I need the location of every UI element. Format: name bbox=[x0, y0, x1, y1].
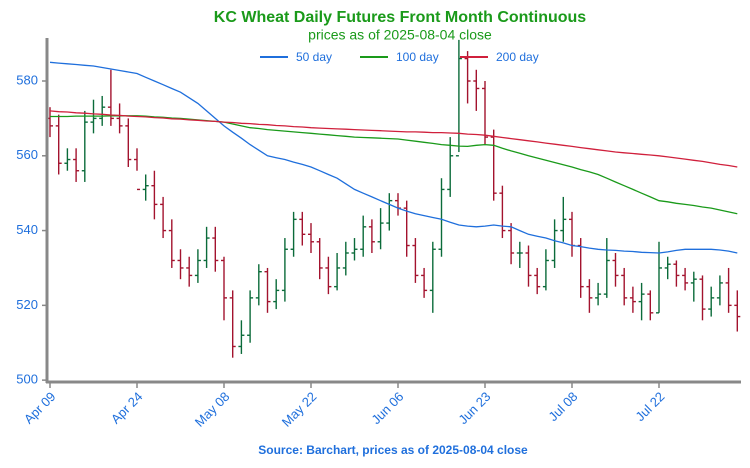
legend-label: 200 day bbox=[496, 50, 539, 64]
y-tick-label: 520 bbox=[16, 297, 38, 312]
x-tick-label: Apr 09 bbox=[21, 389, 59, 427]
moving-average-line bbox=[50, 115, 738, 215]
y-tick-label: 500 bbox=[16, 372, 38, 387]
y-tick-label: 560 bbox=[16, 147, 38, 162]
x-tick-label: Jun 06 bbox=[368, 389, 406, 427]
legend-label: 100 day bbox=[396, 50, 439, 64]
moving-average-line bbox=[49, 61, 738, 254]
x-tick-label: Jun 23 bbox=[455, 389, 493, 427]
y-tick-label: 580 bbox=[16, 72, 38, 87]
legend-label: 50 day bbox=[296, 50, 332, 64]
x-tick-label: Apr 24 bbox=[108, 389, 146, 427]
moving-average-line bbox=[49, 110, 738, 168]
x-tick-label: May 22 bbox=[279, 389, 320, 430]
source-note: Source: Barchart, prices as of 2025-08-0… bbox=[258, 443, 528, 457]
x-tick-label: May 08 bbox=[192, 389, 233, 430]
x-tick-label: Jul 08 bbox=[545, 389, 580, 424]
plot-area bbox=[47, 39, 741, 358]
x-tick-label: Jul 22 bbox=[632, 389, 667, 424]
y-tick-label: 540 bbox=[16, 222, 38, 237]
chart-title: KC Wheat Daily Futures Front Month Conti… bbox=[214, 9, 587, 26]
chart-subtitle: prices as of 2025-08-04 close bbox=[308, 27, 492, 43]
